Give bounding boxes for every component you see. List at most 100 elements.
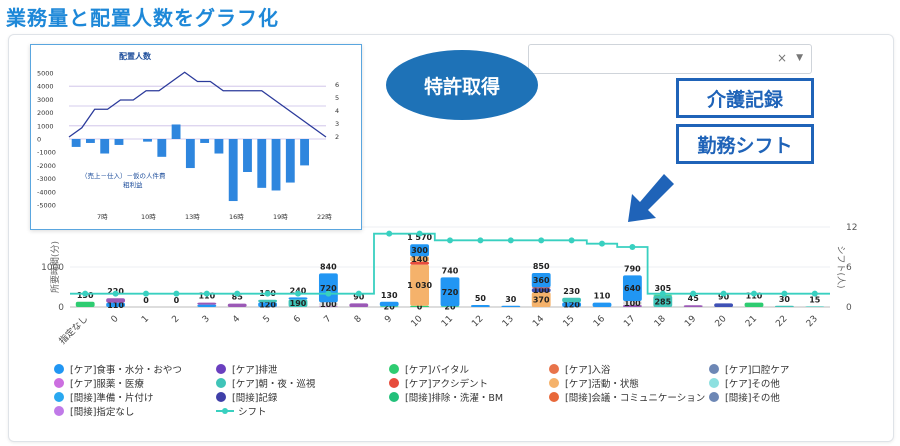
legend-item[interactable]: [ケア]活動・状態 [549,376,639,390]
bar-segment [501,305,521,307]
shift-point [477,237,484,244]
segment-label: 20 [384,303,396,312]
shift-point [568,237,575,244]
bar-segment [318,306,338,307]
x-tick-label: 10 [410,314,425,329]
legend-label: [間接]指定なし [70,407,135,418]
legend-label: [ケア]口腔ケア [725,365,790,376]
page-title: 業務量と配置人数をグラフ化 [6,6,279,30]
bar-segment [440,306,460,307]
legend-label: [ケア]朝・夜・巡視 [232,379,316,390]
x-tick-label: 1 [140,314,151,325]
segment-label: 20 [444,303,456,312]
total-label: 85 [232,293,244,302]
segment-label: 120 [259,301,276,310]
bar-segment [622,305,642,307]
inset-y-tick: -3000 [37,175,56,183]
legend-item[interactable]: [間接]会議・コミュニケーション [549,390,705,404]
bar-segment [683,305,703,307]
inset-bar [243,139,252,172]
legend-item[interactable]: [ケア]服薬・医療 [54,376,144,390]
bar-segment [197,302,217,305]
bar-segment [288,299,308,307]
clear-icon[interactable]: × [776,51,787,65]
inset-y2-tick: 6 [335,81,339,89]
inset-x-tick: 19時 [273,213,288,221]
legend-item[interactable]: [間接]指定なし [54,404,134,418]
bar-segment [379,301,399,307]
bar-segment [288,297,308,300]
inset-bar [300,139,310,166]
bar-segment [774,305,794,307]
legend-swatch [389,364,399,374]
filter-select[interactable]: × ▼ [528,44,812,74]
shift-point [355,290,362,297]
shift-point [264,290,271,297]
inset-y-tick: 5000 [37,70,54,78]
inset-bar [143,139,152,142]
segment-label: 370 [533,296,550,305]
bar-segment [318,302,338,307]
bar-segment [714,303,734,307]
shift-point [781,290,788,297]
inset-chart-svg: 配置人数 5000 4000 3000 2000 1000 0 -1000 -2000 -3000… [37,51,339,221]
legend-item[interactable]: [間接]準備・片付け [54,390,153,404]
inset-bar [200,139,210,143]
bar-segment [592,302,612,307]
y-axis-label: 所要時間(分) [50,241,61,293]
legend-item[interactable]: [間接]記録 [216,390,277,404]
total-label: 15 [809,295,821,304]
shift-point [447,237,453,244]
inset-title: 配置人数 [119,51,152,61]
x-tick-label: 8 [353,314,364,325]
inset-y-tick: 2000 [37,109,54,117]
legend-item[interactable]: [ケア]入浴 [549,362,610,376]
legend-label: [ケア]バイタル [405,365,470,376]
legend-swatch [54,392,64,402]
care-record-tag: 介護記録 [676,78,814,118]
inset-chart: 配置人数 5000 4000 3000 2000 1000 0 -1000 -2000 -3000… [30,44,362,230]
bar-segment [410,261,430,265]
legend-swatch [216,364,226,374]
inset-bar [257,139,267,188]
inset-y-tick: 4000 [37,83,54,91]
inset-bar [114,139,124,145]
bar-segment [106,298,126,303]
legend-item[interactable]: シフト [216,404,267,418]
bar-segment [531,292,551,307]
legend-item[interactable]: [ケア]その他 [709,376,780,390]
inset-bar [214,139,224,154]
inset-bar [271,139,281,191]
shift-point [416,230,423,237]
bar-segment [531,287,551,289]
legend-label: [ケア]アクシデント [405,379,488,390]
inset-line [68,71,327,138]
total-label: 740 [442,266,459,275]
legend-item[interactable]: [ケア]バイタル [389,362,469,376]
legend-item[interactable]: [ケア]朝・夜・巡視 [216,376,315,390]
inset-legend-text: （売上－仕入）－仮の人件費 [81,171,166,180]
legend-swatch [709,392,719,402]
bar-segment [562,297,582,303]
inset-y2-tick: 5 [335,94,339,102]
legend-item[interactable]: [ケア]アクシデント [389,376,488,390]
x-tick-label: 2 [170,314,181,325]
x-tick-label: 6 [292,314,303,325]
x-tick-label: 14 [531,314,546,329]
legend-item[interactable]: [間接]排除・洗濯・BM [389,390,503,404]
bar-segment [258,302,278,307]
legend-item[interactable]: [ケア]排泄 [216,362,277,376]
legend-swatch [216,378,226,388]
shift-point [538,237,545,244]
x-tick-label: 17 [622,314,637,329]
legend-item[interactable]: [ケア]食事・水分・おやつ [54,362,182,376]
legend-item[interactable]: [間接]その他 [709,390,780,404]
segment-label: 110 [107,301,124,310]
shift-point [720,290,727,297]
chevron-down-icon[interactable]: ▼ [796,53,803,63]
legend-item[interactable]: [ケア]口腔ケア [709,362,789,376]
x-tick-label: 11 [440,314,455,329]
legend-swatch [54,378,64,388]
legend-swatch [549,378,559,388]
inset-y2-tick: 2 [335,133,339,141]
